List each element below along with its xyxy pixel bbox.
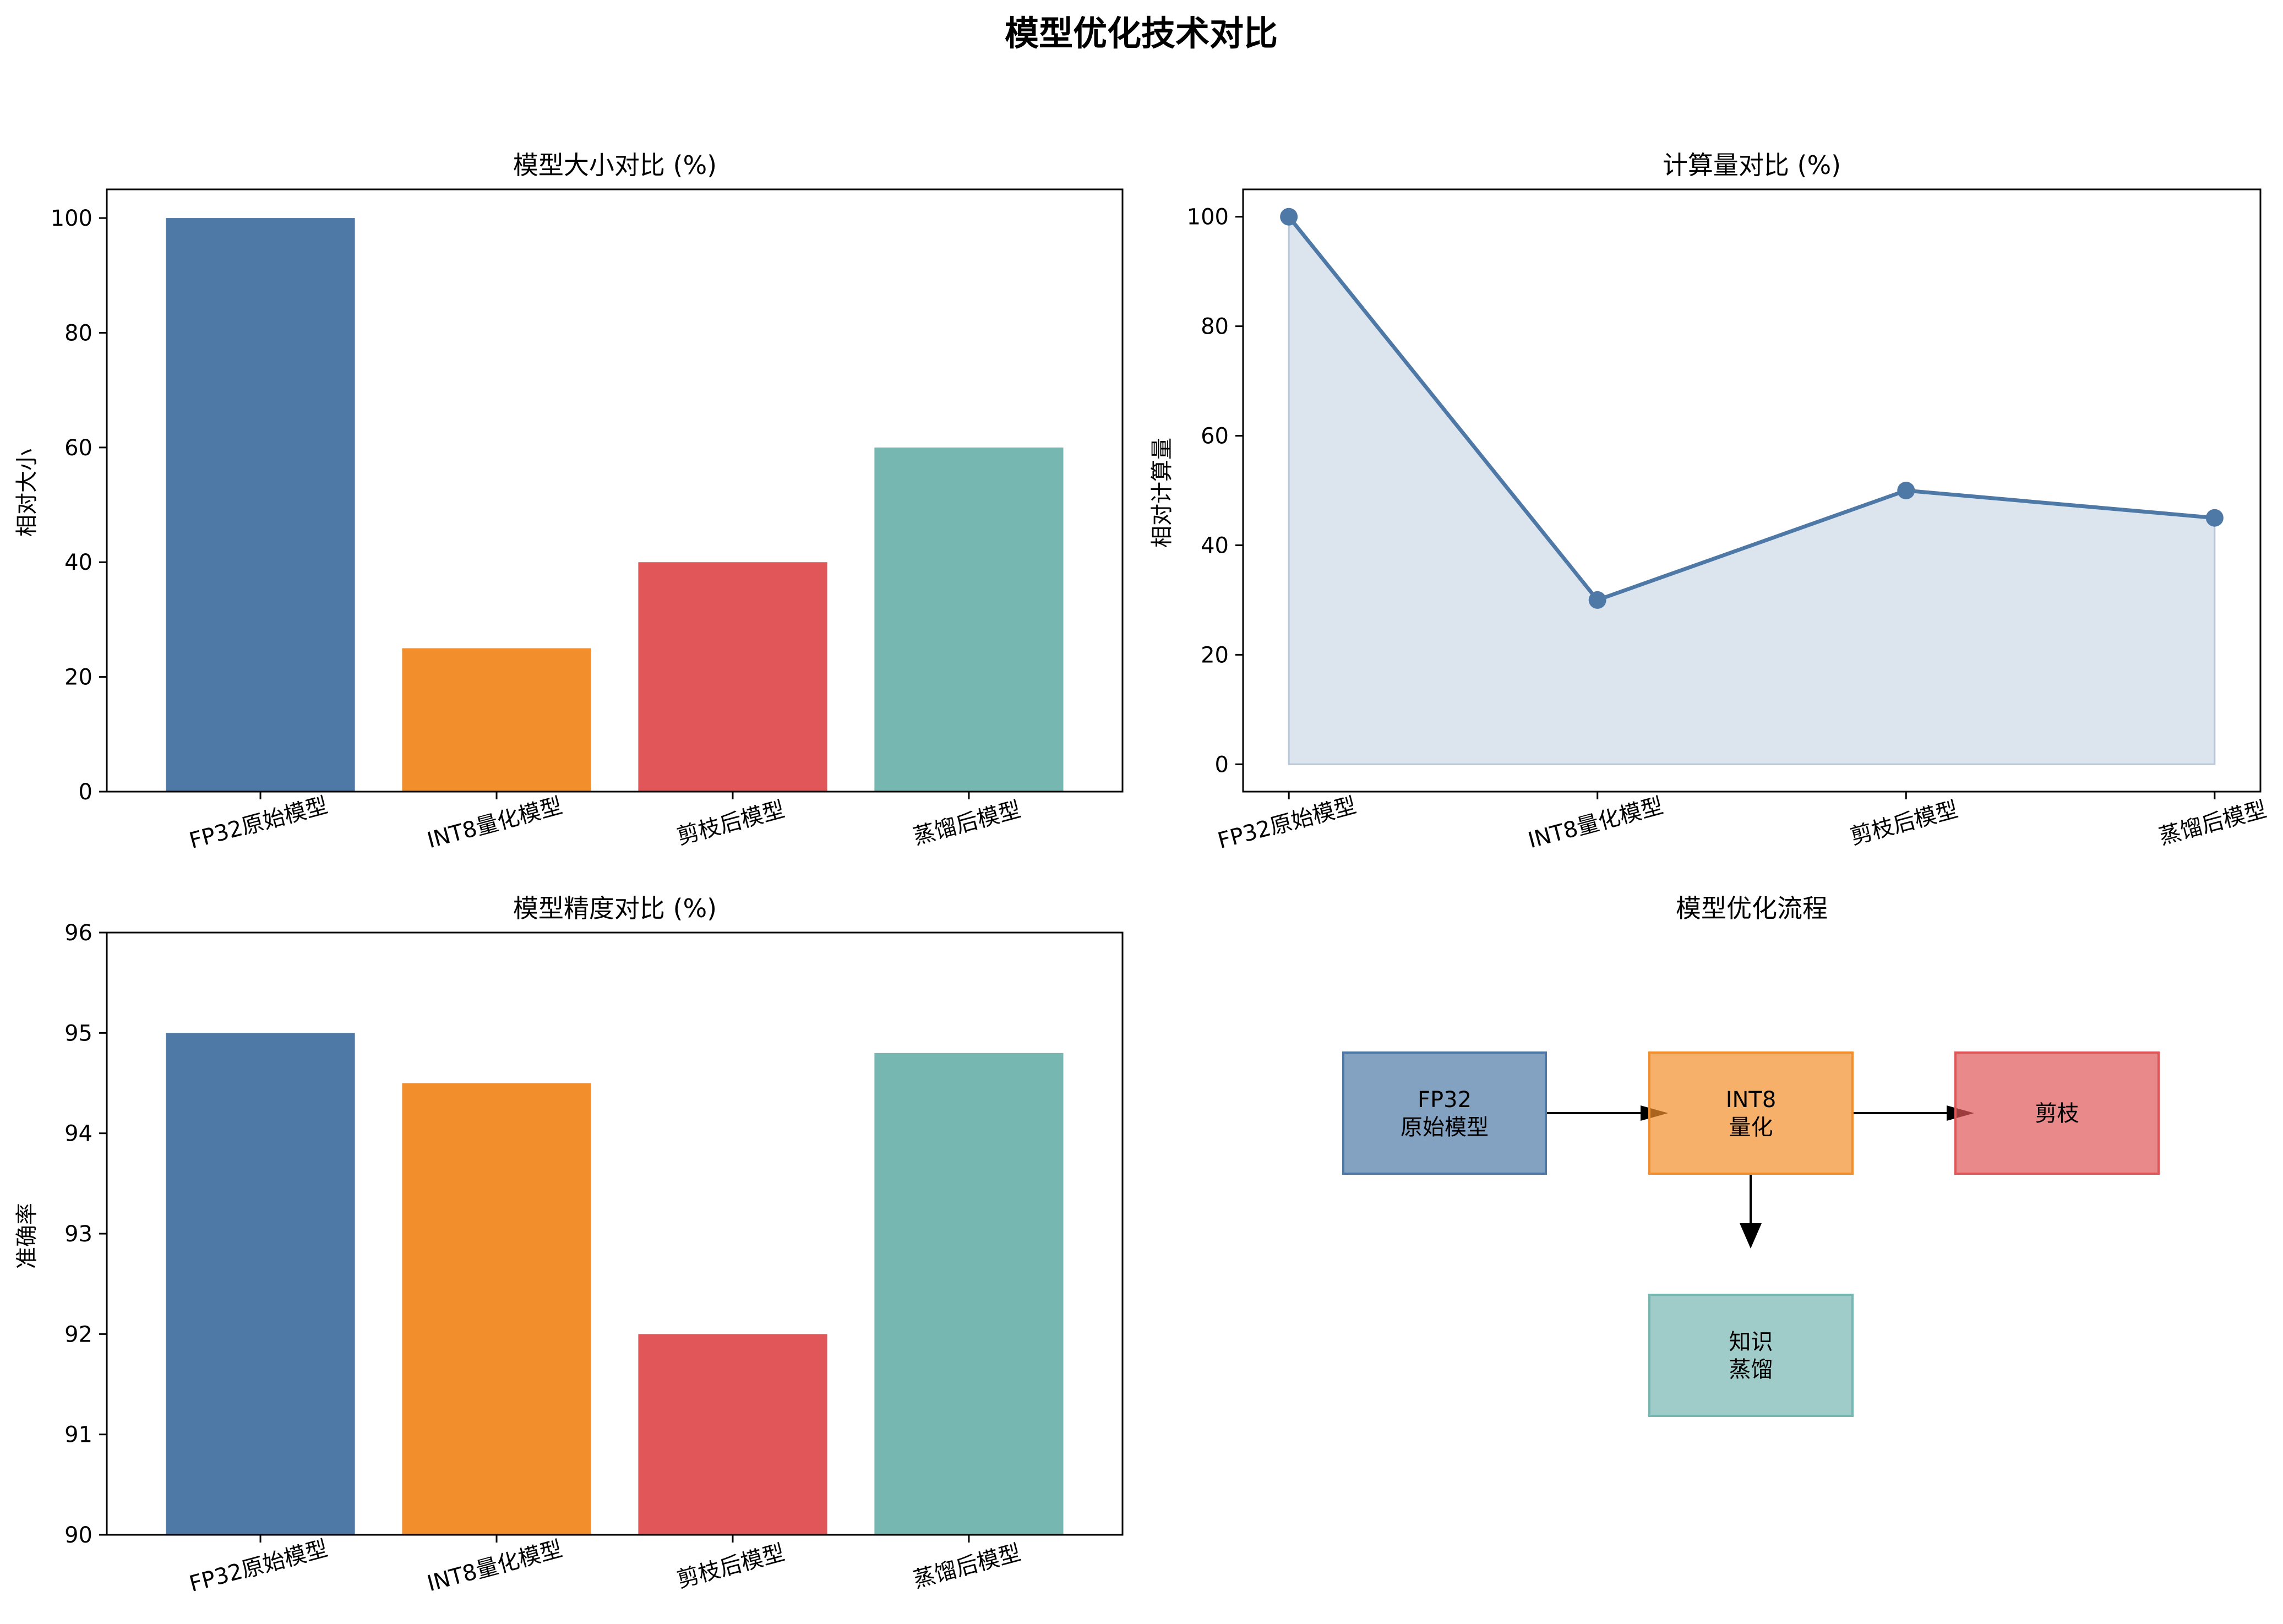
computation-area-fill <box>1288 214 2216 765</box>
accuracy-y-tick-label: 95 <box>64 1021 92 1046</box>
model-size-y-tick-label: 80 <box>64 320 92 346</box>
accuracy-y-tick-label: 93 <box>64 1222 92 1247</box>
computation-chart: 计算量对比 (%) 相对计算量 0 20 40 60 80 100 FP32原始模型 INT8… <box>1149 150 2269 854</box>
computation-y-label: 相对计算量 <box>1149 438 1175 548</box>
model-size-y-tick-label: 20 <box>64 665 92 690</box>
flow-box-int8: INT8量化 <box>1648 1051 1854 1175</box>
model-size-bar-4 <box>874 447 1064 792</box>
flow-box-fp32: FP32原始模型 <box>1342 1051 1547 1175</box>
accuracy-bar-4 <box>874 1053 1064 1535</box>
computation-y-tick-label: 0 <box>1215 752 1229 777</box>
accuracy-x-tick-label: 蒸馏后模型 <box>911 1540 1023 1593</box>
model-size-x-tick-label: INT8量化模型 <box>424 793 565 854</box>
accuracy-bar-2 <box>402 1083 591 1535</box>
accuracy-y-tick-label: 92 <box>64 1322 92 1347</box>
accuracy-y-tick-label: 90 <box>64 1523 92 1548</box>
flow-arrow-int8-to-distill <box>1740 1174 1762 1249</box>
model-size-x-tick-label: 蒸馏后模型 <box>911 797 1023 849</box>
flow-box-fp32-label: FP32 <box>1418 1087 1472 1113</box>
accuracy-plot-frame <box>106 931 1124 1536</box>
accuracy-y-label: 准确率 <box>14 1203 40 1269</box>
computation-line <box>1287 215 2215 603</box>
flow-box-distill-rect <box>1648 1294 1854 1417</box>
computation-y-tick-label: 100 <box>1187 205 1229 230</box>
accuracy-chart: 模型精度对比 (%) 准确率 90 91 92 93 94 95 96 FP32原始模型 INT… <box>14 893 1124 1597</box>
model-size-bar-2 <box>402 648 591 792</box>
model-size-bar-1 <box>166 218 355 792</box>
computation-x-tick-label: FP32原始模型 <box>1215 793 1359 854</box>
model-size-y-tick-label: 40 <box>64 550 92 575</box>
model-size-x-tick-label: 剪枝后模型 <box>674 797 787 849</box>
computation-point-4 <box>2205 509 2224 527</box>
model-size-x-tick-label: FP32原始模型 <box>187 793 330 854</box>
computation-y-tick-label: 60 <box>1201 424 1229 449</box>
computation-point-2 <box>1588 591 1606 609</box>
accuracy-bar-3 <box>638 1334 827 1535</box>
figure-title: 模型优化技术对比 <box>1005 13 1278 53</box>
flow-box-fp32-label: 原始模型 <box>1401 1115 1489 1140</box>
flow-box-fp32-rect <box>1342 1051 1547 1175</box>
model-size-y-tick-label: 60 <box>64 435 92 461</box>
flow-box-int8-label: 量化 <box>1729 1115 1773 1140</box>
flow-box-int8-rect <box>1648 1051 1854 1175</box>
computation-y-tick-label: 80 <box>1201 314 1229 340</box>
computation-x-tick-label: 剪枝后模型 <box>1848 797 1960 849</box>
computation-y-tick-label: 40 <box>1201 533 1229 558</box>
flow-box-prune: 剪枝 <box>1954 1051 2160 1175</box>
computation-y-tick-label: 20 <box>1201 642 1229 668</box>
computation-chart-title: 计算量对比 (%) <box>1663 150 1841 180</box>
computation-x-tick-label: 蒸馏后模型 <box>2156 797 2269 849</box>
model-size-y-tick-label: 0 <box>79 780 92 805</box>
accuracy-chart-title: 模型精度对比 (%) <box>513 893 717 923</box>
accuracy-y-tick-label: 96 <box>64 920 92 946</box>
model-size-plot-frame <box>106 188 1124 793</box>
computation-plot-frame <box>1242 188 2262 793</box>
computation-point-1 <box>1280 208 1298 226</box>
accuracy-x-tick-label: FP32原始模型 <box>187 1536 330 1597</box>
accuracy-y-tick-label: 91 <box>64 1423 92 1448</box>
accuracy-bar-1 <box>166 1033 355 1535</box>
accuracy-y-tick-label: 94 <box>64 1121 92 1147</box>
flow-box-prune-rect <box>1954 1051 2160 1175</box>
accuracy-x-tick-label: INT8量化模型 <box>424 1536 565 1597</box>
model-size-chart: 模型大小对比 (%) 相对大小 0 20 40 60 80 100 FP32原始模型 INT8… <box>14 150 1124 854</box>
computation-x-tick-label: INT8量化模型 <box>1525 793 1666 854</box>
flow-box-distill-label: 知识 <box>1729 1329 1773 1355</box>
flow-title: 模型优化流程 <box>1676 893 1828 923</box>
flow-box-prune-label: 剪枝 <box>2035 1101 2079 1126</box>
flow-box-distill-label: 蒸馏 <box>1729 1357 1773 1382</box>
computation-point-3 <box>1897 482 1915 499</box>
model-size-y-tick-label: 100 <box>51 206 92 231</box>
flow-box-int8-label: INT8 <box>1726 1087 1777 1113</box>
model-size-chart-title: 模型大小对比 (%) <box>513 150 717 180</box>
accuracy-x-tick-label: 剪枝后模型 <box>674 1540 787 1593</box>
model-size-bar-3 <box>638 562 827 792</box>
model-size-y-label: 相对大小 <box>14 449 40 537</box>
